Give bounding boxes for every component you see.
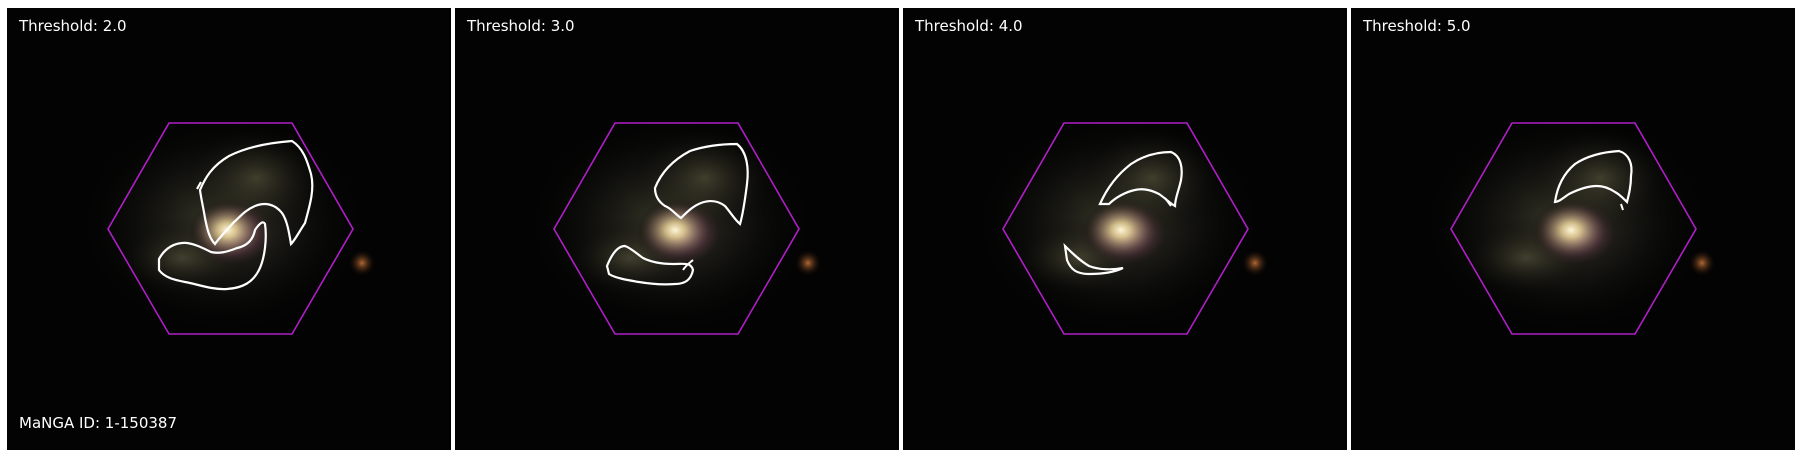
panel-threshold-2: Threshold: 2.0 MaNGA ID: 1-150387: [7, 8, 451, 450]
galaxy-image: [7, 8, 451, 450]
hexagon-footprint: [107, 122, 354, 335]
hexagon-footprint: [1002, 122, 1249, 335]
contour-arm-upper: [653, 142, 749, 226]
contour-fragment: [1620, 203, 1624, 211]
panel-threshold-3: Threshold: 3.0: [455, 8, 899, 450]
contour-fragment: [682, 259, 694, 271]
hexagon-footprint: [553, 122, 800, 335]
hexagon-footprint: [1450, 122, 1697, 335]
contour-arm-upper: [1098, 150, 1183, 208]
panel-threshold-4: Threshold: 4.0: [903, 8, 1347, 450]
contour-arm-lower: [1063, 242, 1124, 276]
contour-arm-upper: [1553, 149, 1633, 205]
contour-fragment: [1164, 197, 1172, 207]
galaxy-image: [455, 8, 899, 450]
threshold-label: Threshold: 2.0: [19, 17, 127, 35]
threshold-label: Threshold: 4.0: [915, 17, 1023, 35]
contour-arm-upper: [198, 139, 314, 247]
manga-id-label: MaNGA ID: 1-150387: [19, 414, 178, 432]
threshold-label: Threshold: 3.0: [467, 17, 575, 35]
contour-fragment: [196, 181, 202, 190]
panel-threshold-5: Threshold: 5.0: [1351, 8, 1795, 450]
galaxy-image: [903, 8, 1347, 450]
galaxy-image: [1351, 8, 1795, 450]
contour-arm-lower: [157, 221, 267, 291]
threshold-label: Threshold: 5.0: [1363, 17, 1471, 35]
